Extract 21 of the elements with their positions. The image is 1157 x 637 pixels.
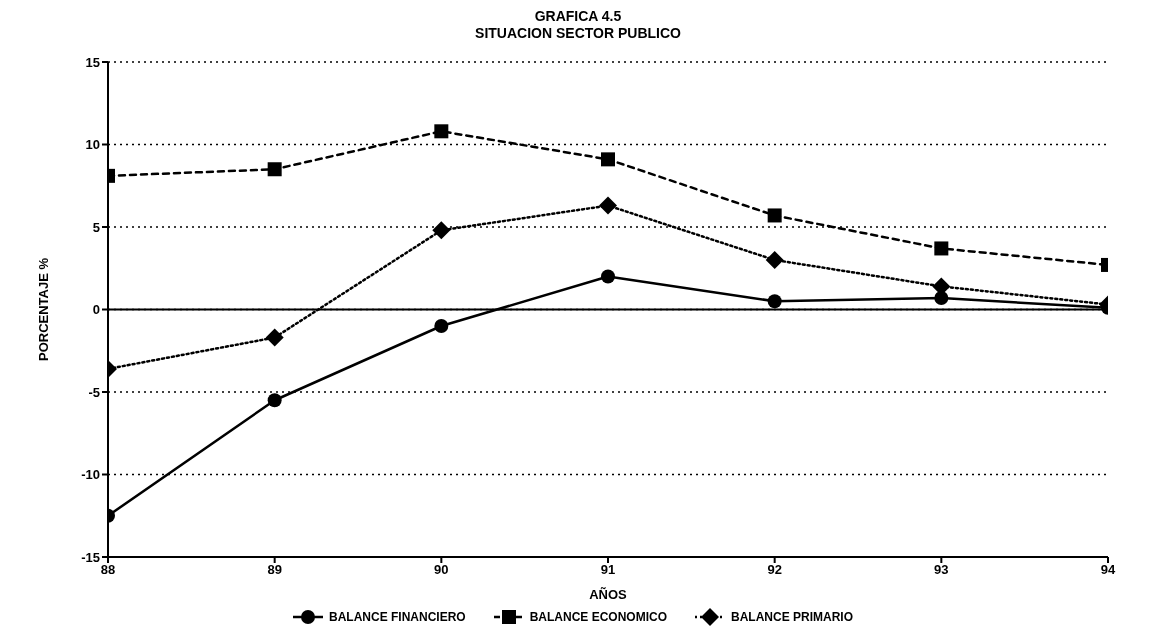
y-tick-label: 5	[92, 219, 100, 235]
x-tick-label: 89	[267, 562, 282, 578]
x-tick-label: 92	[767, 562, 782, 578]
chart-title: GRAFICA 4.5	[533, 8, 623, 25]
x-tick-label: 90	[434, 562, 449, 578]
x-tick-label: 94	[1100, 562, 1116, 578]
x-tick-label: 88	[100, 562, 116, 578]
y-axis-title: PORCENTAJE %	[35, 257, 51, 362]
legend-label: BALANCE ECONOMICO	[529, 610, 667, 624]
y-tick-label: 0	[92, 302, 100, 318]
x-tick-label: 93	[934, 562, 949, 578]
legend-label: BALANCE PRIMARIO	[731, 610, 853, 624]
y-tick-label: -5	[88, 384, 100, 400]
legend-label: BALANCE FINANCIERO	[328, 610, 466, 624]
y-tick-label: 10	[85, 137, 100, 153]
x-tick-label: 91	[600, 562, 616, 578]
chart-subtitle: SITUACION SECTOR PUBLICO	[474, 25, 682, 42]
x-axis-title: AÑOS	[589, 587, 628, 602]
y-tick-label: 15	[85, 54, 100, 70]
y-tick-label: -10	[81, 467, 100, 483]
y-tick-label: -15	[81, 549, 100, 565]
